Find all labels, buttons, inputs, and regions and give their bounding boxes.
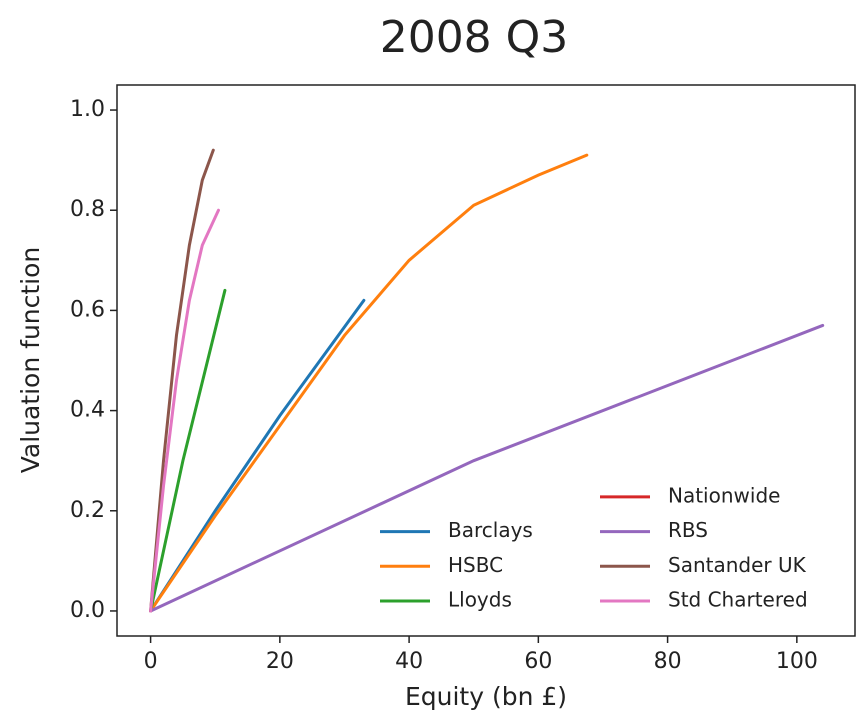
series-line — [149, 208, 220, 613]
y-tick-label: 0.0 — [70, 598, 105, 623]
y-tick-label: 0.4 — [70, 398, 105, 423]
legend-label: Barclays — [448, 518, 533, 542]
x-tick-label: 60 — [524, 649, 552, 674]
y-tick-label: 0.6 — [70, 297, 105, 322]
series-line — [149, 153, 589, 613]
legend-label: RBS — [668, 518, 708, 542]
x-tick-label: 100 — [776, 649, 818, 674]
legend-label: Santander UK — [668, 553, 807, 577]
x-axis-label: Equity (bn £) — [405, 682, 567, 711]
plot-frame — [116, 84, 856, 637]
series-line — [149, 323, 825, 613]
chart-title: 2008 Q3 — [380, 12, 569, 63]
series-line — [149, 148, 215, 613]
series-line — [149, 288, 227, 613]
x-tick-label: 40 — [395, 649, 423, 674]
legend-label: Lloyds — [448, 588, 512, 612]
y-tick-label: 1.0 — [70, 97, 105, 122]
y-tick-label: 0.8 — [70, 197, 105, 222]
y-tick-label: 0.2 — [70, 498, 105, 523]
legend-label: Nationwide — [668, 483, 780, 507]
y-axis-label: Valuation function — [16, 247, 45, 474]
x-tick-label: 20 — [266, 649, 294, 674]
legend-label: HSBC — [448, 553, 503, 577]
x-tick-label: 0 — [144, 649, 158, 674]
legend-label: Std Chartered — [668, 588, 808, 612]
x-tick-label: 80 — [654, 649, 682, 674]
